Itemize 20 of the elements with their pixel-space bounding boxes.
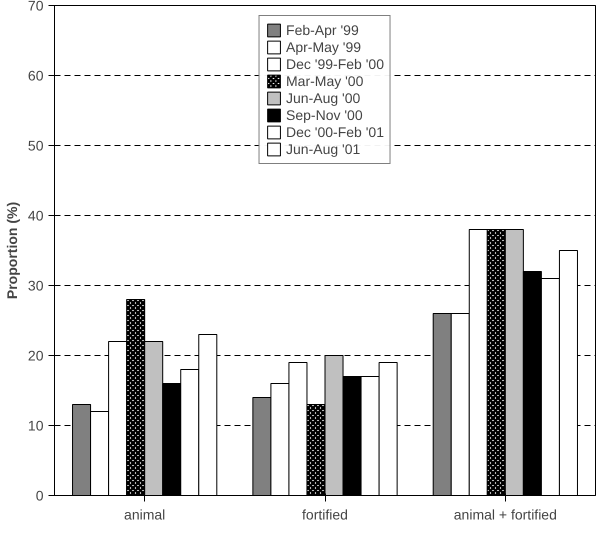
- legend-label: Jun-Aug '00: [286, 90, 360, 106]
- legend-label: Apr-May '99: [286, 39, 362, 55]
- y-tick-label: 60: [28, 68, 44, 84]
- y-tick-label: 10: [28, 418, 44, 434]
- x-tick-label: animal + fortified: [454, 506, 557, 522]
- x-tick-label: fortified: [302, 506, 348, 522]
- y-tick-label: 40: [28, 208, 44, 224]
- x-tick-label: animal: [124, 506, 166, 522]
- y-tick-label: 20: [28, 348, 44, 364]
- legend-label: Feb-Apr '99: [286, 22, 359, 38]
- y-tick-label: 30: [28, 278, 44, 294]
- legend-label: Dec '99-Feb '00: [286, 56, 384, 72]
- y-axis-title: Proportion (%): [4, 202, 20, 300]
- legend-label: Mar-May '00: [286, 73, 364, 89]
- legend-label: Jun-Aug '01: [286, 141, 360, 157]
- y-tick-label: 70: [28, 0, 44, 14]
- y-tick-label: 50: [28, 138, 44, 154]
- y-tick-label: 0: [36, 488, 44, 504]
- legend-label: Sep-Nov '00: [286, 107, 363, 123]
- legend-label: Dec '00-Feb '01: [286, 124, 384, 140]
